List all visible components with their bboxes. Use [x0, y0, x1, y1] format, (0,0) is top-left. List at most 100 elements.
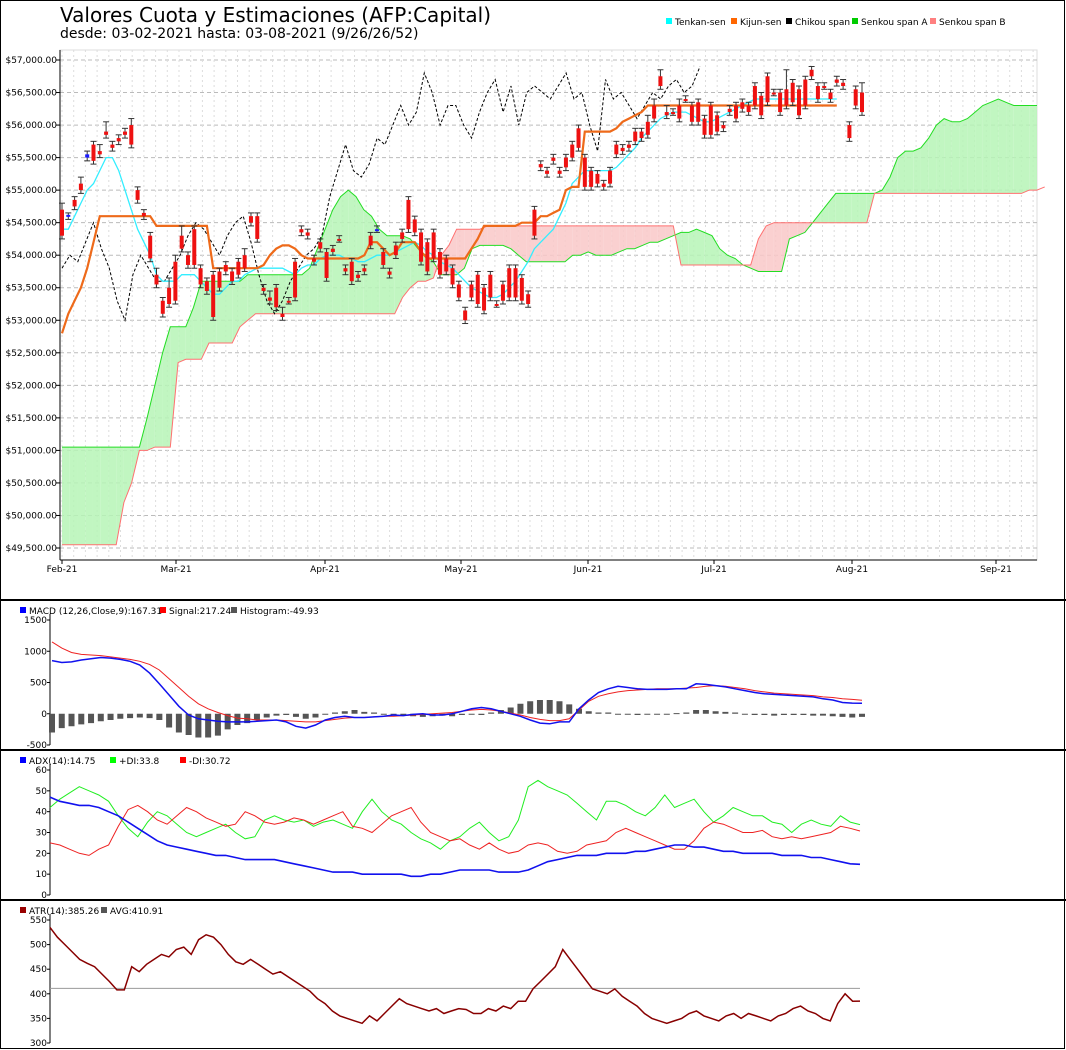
candle-body [160, 300, 165, 314]
cloud-segment [487, 225, 496, 246]
candle-body [217, 271, 222, 288]
x-tick-label: Feb-21 [47, 565, 78, 575]
legend-label: Signal:217.24 [169, 607, 231, 617]
cloud-segment [928, 125, 937, 194]
histogram-bar [800, 713, 807, 715]
cloud-segment [224, 281, 233, 344]
cloud-segment [518, 225, 527, 262]
y-tick-label: 300 [30, 1039, 47, 1049]
cloud-segment [967, 112, 976, 194]
cloud-segment [379, 229, 387, 314]
histogram-bar [478, 713, 485, 715]
candle-body [242, 255, 247, 269]
legend-swatch [731, 18, 737, 24]
cloud-segment [448, 229, 457, 275]
cloud-segment [619, 225, 627, 252]
histogram-bar [302, 713, 309, 719]
y-tick-label: 1500 [24, 616, 47, 626]
histogram-bar [712, 711, 719, 714]
x-tick-label: Jun-21 [573, 565, 603, 575]
histogram-bar [458, 713, 465, 715]
candle-body [658, 76, 663, 87]
candle-body [362, 268, 367, 272]
candle-body [393, 245, 398, 256]
histogram-bar [195, 713, 202, 738]
cloud-segment [758, 225, 767, 272]
cloud-segment [766, 222, 774, 272]
y-tick-label: $51,000.00 [5, 446, 57, 456]
candle-body [526, 294, 531, 304]
candle-body [122, 131, 127, 135]
histogram-bar [566, 704, 573, 714]
histogram-bar [761, 713, 768, 715]
cloud-segment [704, 232, 712, 265]
histogram-bar [859, 713, 865, 717]
legend-swatch [20, 607, 26, 613]
histogram-bar [49, 713, 55, 733]
histogram-bar [58, 713, 65, 729]
candle-body [538, 164, 543, 168]
candle-body [450, 268, 455, 285]
cloud-segment [975, 105, 983, 194]
candle-body [822, 86, 827, 89]
candle-body [626, 144, 631, 148]
y-tick-label: $55,000.00 [5, 186, 57, 196]
legend-label: Senkou span B [939, 18, 1006, 28]
histogram-bar [127, 713, 134, 719]
legend-label: -DI:30.72 [189, 757, 231, 767]
plus-di-line [49, 779, 861, 850]
candle-body [727, 108, 732, 113]
candle-body [482, 287, 487, 311]
histogram-bar [341, 711, 348, 714]
candle-body [66, 214, 71, 217]
main-legend: Tenkan-sen Kijun-sen Chikou span Senkou spa… [666, 18, 1006, 28]
adx-line [49, 796, 861, 878]
candle-body [419, 232, 424, 262]
histogram-bar [371, 712, 378, 714]
candle-body [771, 92, 776, 95]
y-tick-label: $50,500.00 [5, 479, 57, 489]
candle-body [248, 216, 253, 223]
candle-body [236, 261, 241, 275]
ichimoku-panel: $49,500.00 $50,000.00 $50,500.00 $51,000.00… [5, 49, 1045, 575]
y-tick-label: $56,500.00 [5, 89, 57, 99]
candle-body [444, 258, 449, 272]
histogram-bar [683, 712, 690, 714]
y-tick-label: $53,000.00 [5, 316, 57, 326]
histogram-bar [117, 713, 124, 719]
histogram-bar [517, 703, 524, 714]
cloud-segment [905, 151, 914, 194]
y-tick-label: $51,500.00 [5, 414, 57, 424]
histogram-bar [546, 700, 553, 714]
histogram-bar [88, 713, 95, 724]
candle-body [759, 95, 764, 116]
histogram-bar [741, 713, 748, 715]
candle-body [696, 102, 701, 122]
candle-body [790, 82, 795, 103]
candle-body [274, 287, 279, 308]
legend-swatch [20, 757, 26, 763]
candle-body [532, 209, 537, 236]
candle-body [135, 190, 140, 200]
y-tick-label: 0 [41, 710, 47, 720]
candle-body [557, 170, 562, 174]
legend-label: MACD (12,26,Close,9):167.31 [29, 607, 162, 617]
candle-body [318, 242, 323, 249]
histogram-bar [351, 710, 358, 714]
legend-label: Chikou span [795, 18, 850, 28]
candle-body [645, 121, 650, 135]
legend-swatch [160, 607, 166, 613]
cloud-segment [286, 274, 295, 314]
y-tick-label: $54,500.00 [5, 219, 57, 229]
histogram-bar [507, 707, 514, 714]
candle-body [179, 235, 184, 249]
histogram-bar [790, 713, 797, 715]
cloud-segment [123, 447, 132, 503]
y-tick-label: $56,000.00 [5, 121, 57, 131]
candle-body [828, 92, 833, 100]
candle-body [198, 268, 203, 285]
cloud-segment [572, 225, 581, 256]
y-tick-label: $53,500.00 [5, 284, 57, 294]
